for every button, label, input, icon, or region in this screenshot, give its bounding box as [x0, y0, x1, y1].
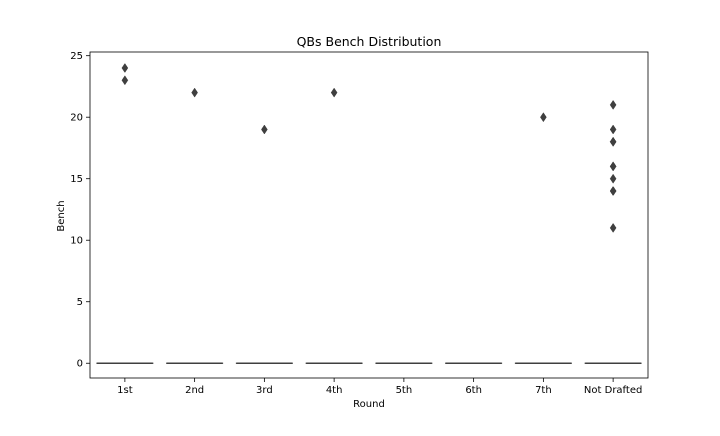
outlier-point [122, 63, 128, 72]
x-axis-label: Round [353, 399, 385, 410]
outlier-point [331, 88, 337, 97]
x-tick-label: 1st [117, 385, 133, 396]
y-tick-label: 20 [70, 113, 83, 124]
x-tick-label: 7th [535, 385, 552, 396]
outlier-point [610, 100, 616, 109]
y-tick-label: 5 [77, 297, 83, 308]
outlier-point [610, 137, 616, 146]
x-tick-label: 5th [396, 385, 413, 396]
outlier-point [610, 174, 616, 183]
chart-title: QBs Bench Distribution [297, 34, 442, 49]
y-tick-label: 25 [70, 51, 83, 62]
y-axis-label: Bench [56, 200, 67, 231]
x-tick-label: 2nd [185, 385, 204, 396]
plot-frame [90, 52, 648, 378]
y-tick-label: 15 [70, 174, 83, 185]
x-tick-label: 3rd [256, 385, 273, 396]
y-tick-label: 0 [77, 359, 83, 370]
outlier-point [122, 76, 128, 85]
outlier-point [192, 88, 198, 97]
outlier-point [610, 125, 616, 134]
outlier-point [610, 187, 616, 196]
outlier-point [261, 125, 267, 134]
x-tick-label: Not Drafted [584, 385, 642, 396]
outlier-point [610, 223, 616, 232]
y-tick-label: 10 [70, 236, 83, 247]
outlier-point [610, 162, 616, 171]
plot-area: 0 5 10 15 20 25 1st 2nd 3rd 4th 5th 6th 7th Not Draft… [70, 51, 648, 396]
outlier-point [540, 113, 546, 122]
x-tick-label: 4th [326, 385, 343, 396]
x-tick-label: 6th [465, 385, 482, 396]
